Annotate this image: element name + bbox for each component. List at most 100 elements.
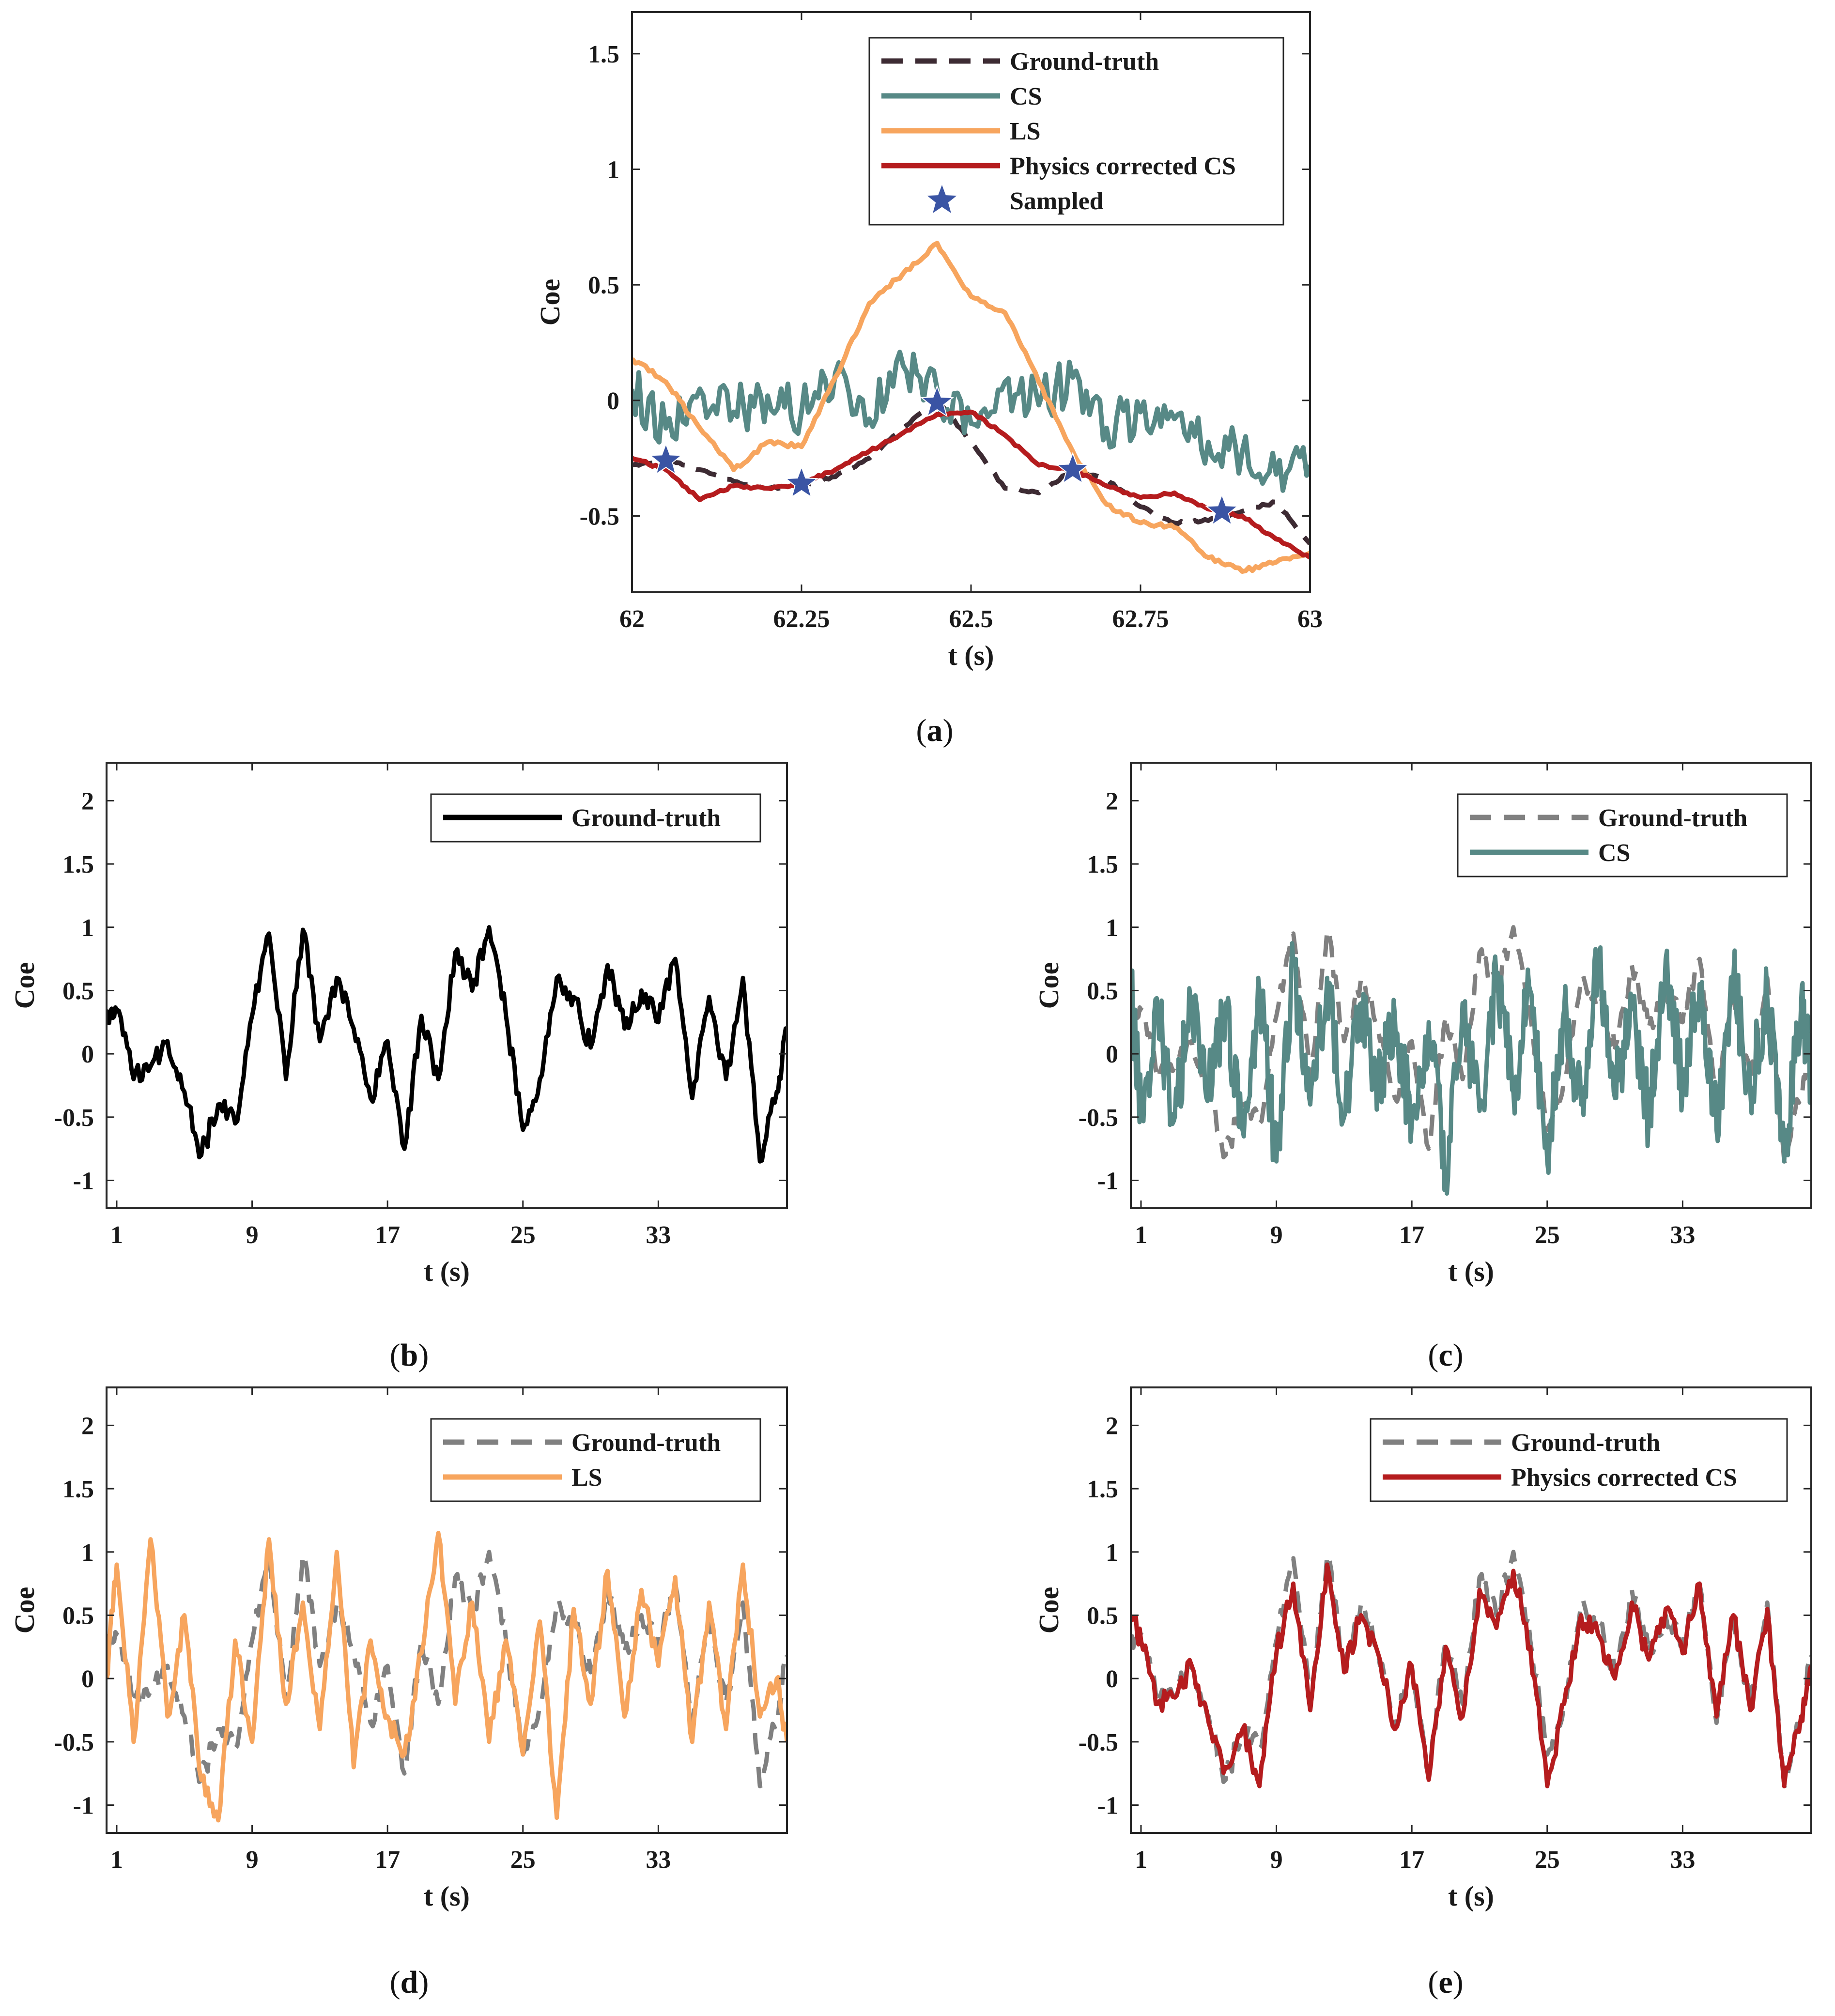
y-axis-label: Coe (1033, 962, 1064, 1009)
legend-box (430, 1418, 761, 1502)
legend-label-ground-truth: Ground-truth (1511, 1429, 1660, 1457)
y-axis-label: Coe (534, 279, 566, 326)
y-tick-label: 2 (1106, 787, 1118, 815)
series-line-ground-truth (107, 925, 787, 1164)
series-group-a (632, 241, 1310, 574)
y-tick-label: 0.5 (62, 1602, 94, 1630)
y-tick-label: -0.5 (54, 1729, 94, 1756)
x-tick-label: 9 (1270, 1221, 1283, 1249)
caption-paren-open: ( (390, 1965, 401, 2000)
x-tick-label: 62.5 (949, 605, 993, 633)
series-group-b (107, 925, 787, 1164)
caption-paren-close: ) (943, 713, 954, 748)
y-tick-label: -1 (1097, 1168, 1118, 1195)
sampled-point (1204, 493, 1239, 526)
y-tick-label: 1 (81, 1539, 94, 1567)
legend-box (1457, 793, 1788, 877)
y-tick-label: 1 (1106, 914, 1118, 942)
panel-caption: (b) (390, 1338, 429, 1373)
x-axis-label: t (s) (948, 640, 994, 671)
x-tick-label: 9 (246, 1221, 259, 1249)
panel-a: 62 62.25 62.5 62.75 63 -0.5 0 0.5 1 1.5 t (s) Coe (a… (534, 11, 1323, 748)
series-line-physics-corrected-cs (1131, 1562, 1811, 1788)
caption-paren-open: ( (390, 1338, 401, 1373)
caption-paren-close: ) (418, 1965, 429, 2000)
series-line-ls (107, 1531, 787, 1823)
x-tick-label: 1 (1135, 1221, 1147, 1249)
y-tick-label: 0.5 (62, 977, 94, 1005)
panel-caption: (e) (1428, 1965, 1463, 2000)
x-tick-label: 62.75 (1112, 605, 1169, 633)
y-tick-label: 1.5 (1087, 1476, 1118, 1503)
series-group-c (1131, 925, 1811, 1196)
x-tick-label: 9 (1270, 1846, 1283, 1874)
series-line-ground-truth (632, 398, 1310, 546)
sampled-point (1055, 452, 1090, 484)
y-tick-label: 2 (1106, 1412, 1118, 1440)
x-tick-label: 17 (1399, 1221, 1424, 1249)
series-line-cs (632, 350, 1310, 493)
legend: Ground-truth LS (430, 1418, 761, 1502)
axes-frame (106, 1386, 788, 1834)
x-tick-label: 17 (375, 1221, 400, 1249)
y-tick-label: 1 (1106, 1539, 1118, 1567)
y-axis-label: Coe (1033, 1587, 1064, 1634)
legend-label-physics-corrected-cs: Physics corrected CS (1511, 1464, 1737, 1492)
caption-paren-open: ( (1428, 1338, 1438, 1373)
y-tick-label: -0.5 (1079, 1104, 1118, 1132)
x-tick-label: 1 (110, 1846, 123, 1874)
x-tick-label: 25 (1535, 1846, 1560, 1874)
caption-paren-close: ) (1453, 1338, 1464, 1373)
sampled-point (920, 385, 955, 417)
legend-label-ground-truth: Ground-truth (571, 1429, 721, 1457)
y-tick-label: 0.5 (1087, 977, 1118, 1005)
x-axis-label: t (s) (424, 1256, 470, 1287)
y-tick-label: 1.5 (1087, 851, 1118, 878)
y-tick-label: -1 (1097, 1792, 1118, 1820)
legend-label-ground-truth: Ground-truth (1598, 804, 1747, 832)
legend-label-sampled: Sampled (1010, 187, 1104, 215)
panel-b: 1 9 17 25 33 -1 -0.5 0 0.5 1 1.5 2 t (s) Coe (b) Ground… (9, 762, 788, 1373)
series-line-ground-truth (107, 1550, 787, 1788)
y-tick-label: 0 (81, 1665, 94, 1693)
sampled-point (648, 443, 683, 475)
y-tick-label: -0.5 (1079, 1729, 1118, 1756)
panel-c: 1 9 17 25 33 -1 -0.5 0 0.5 1 1.5 2 t (s) Coe (c) Ground… (1033, 762, 1812, 1373)
y-axis-label: Coe (9, 1587, 40, 1634)
y-tick-label: 0 (1106, 1041, 1118, 1068)
x-tick-label: 1 (110, 1221, 123, 1249)
y-tick-label: 0 (607, 387, 619, 415)
panel-caption: (a) (916, 713, 954, 748)
y-tick-label: -0.5 (580, 503, 619, 530)
sampled-point (784, 465, 819, 498)
legend-label-ls: LS (571, 1464, 602, 1492)
panel-caption: (d) (390, 1965, 429, 2000)
y-tick-label: 1.5 (62, 1476, 94, 1503)
legend: Ground-truth Physics corrected CS (1370, 1418, 1788, 1502)
x-tick-label: 17 (1399, 1846, 1424, 1874)
caption-paren-open: ( (1428, 1965, 1438, 2000)
series-line-ls (632, 241, 1310, 574)
x-axis-label: t (s) (1448, 1880, 1494, 1912)
caption-paren-open: ( (916, 713, 927, 748)
legend-label-physics-corrected-cs: Physics corrected CS (1010, 153, 1236, 180)
caption-letter: e (1438, 1965, 1452, 2000)
axes-frame (1130, 1386, 1812, 1834)
axes-frame (1130, 762, 1812, 1209)
x-tick-label: 25 (510, 1846, 536, 1874)
legend-label-ls: LS (1010, 118, 1041, 145)
axes-frame (106, 762, 788, 1209)
panel-caption: (c) (1428, 1338, 1463, 1373)
y-tick-label: 0 (81, 1041, 94, 1068)
x-tick-label: 33 (646, 1221, 671, 1249)
x-tick-label: 33 (1670, 1846, 1695, 1874)
x-tick-label: 1 (1135, 1846, 1147, 1874)
panel-d: 1 9 17 25 33 -1 -0.5 0 0.5 1 1.5 2 t (s) Coe (d) Ground… (9, 1386, 788, 2000)
y-tick-label: 2 (81, 1412, 94, 1440)
y-axis-label: Coe (9, 962, 40, 1009)
caption-letter: d (401, 1965, 418, 2000)
y-tick-label: 0.5 (588, 272, 619, 299)
legend: Ground-truth CS LS Physics corrected CS Samp… (868, 37, 1284, 226)
x-tick-label: 33 (1670, 1221, 1695, 1249)
